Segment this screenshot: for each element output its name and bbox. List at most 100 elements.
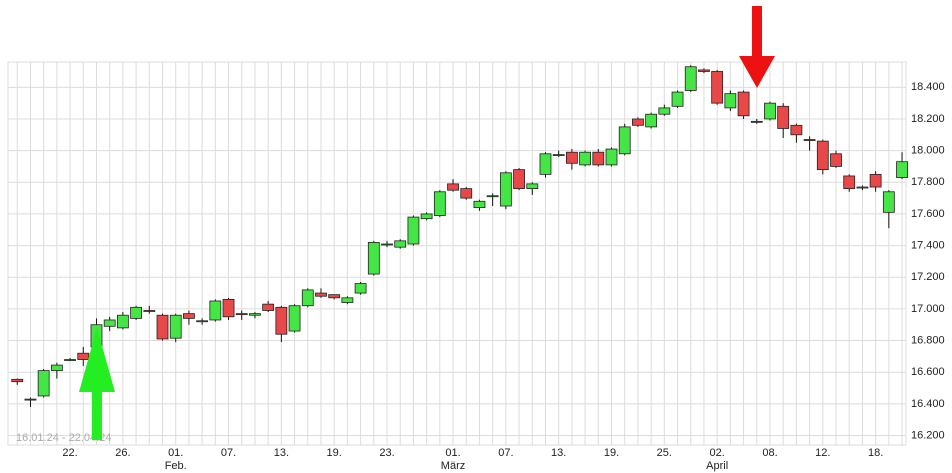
candle-body [130,306,142,319]
candle-body [367,242,380,275]
candle-body [341,297,354,303]
candle-body [328,294,341,299]
candle-body [196,320,209,323]
x-tick-label: 07. [498,447,513,459]
y-tick-label: 17.400 [911,239,945,251]
candle-body [249,313,261,316]
y-tick-label: 18.400 [911,81,945,93]
candle-body [37,370,50,397]
x-tick-label: 01. [445,447,460,459]
candle-body [420,213,433,220]
arrow-head [79,328,115,392]
x-tick-label: 02. [710,447,725,459]
candle-body [288,305,301,332]
x-tick-label: 08. [762,447,777,459]
candle-body [222,298,235,318]
y-tick-label: 17.600 [911,208,945,220]
candle-body [460,188,473,199]
candle-body [499,172,512,207]
candle-body [803,139,816,141]
candle-body [394,240,407,248]
x-tick-label: 13. [274,447,289,459]
candle-body [632,118,644,126]
candle-body [526,183,539,190]
candle-body [169,314,182,339]
candle-body [816,140,829,171]
y-tick-label: 16.400 [911,398,945,410]
x-tick-label: 23. [379,447,394,459]
candle-body [539,153,552,175]
x-tick-label: 18. [868,447,883,459]
candle-body [869,173,882,188]
candle-body [724,93,737,109]
candle-body [143,310,156,312]
up-arrow [79,328,115,440]
candle-body [156,314,169,340]
candle-body [830,153,842,167]
candle-body [671,91,684,107]
y-tick-label: 16.200 [911,429,945,441]
candle-body [750,120,763,123]
candle-body [447,183,459,191]
candle-body [24,398,37,401]
month-label: Feb. [165,460,187,472]
candle-body [513,169,525,190]
candle-body [301,289,314,307]
y-tick-label: 17.800 [911,176,945,188]
candle-body [64,359,76,361]
candle-body [486,195,499,198]
y-tick-label: 16.800 [911,334,945,346]
candle-body [882,191,895,213]
x-tick-label: 12. [815,447,830,459]
candle-body [209,300,222,321]
candle-body [275,306,288,335]
candle-body [856,186,869,189]
x-tick-label: 25. [657,447,672,459]
candle-body [183,313,195,319]
x-tick-label: 26. [115,447,130,459]
candle-body [658,107,671,115]
candle-body [116,314,129,329]
candle-body [354,283,367,294]
candle-body [605,148,618,166]
candle-body [407,216,420,245]
x-tick-label: 19. [604,447,619,459]
candle-body [77,352,90,360]
candle-body [552,154,565,156]
candle-body [711,71,724,104]
candle-body [50,364,63,372]
candle-body [315,292,327,297]
range-label: 16.01.24 - 22.04.24 [16,432,111,444]
arrow-shaft [92,385,102,440]
candle-body [698,69,710,72]
y-tick-label: 17.000 [911,303,945,315]
month-label: März [441,460,465,472]
candle-body [235,313,248,316]
candle-body [790,124,803,136]
x-tick-label: 01. [168,447,183,459]
candle-body [843,175,856,190]
candle-body [645,113,658,128]
candle-body [103,319,116,327]
x-tick-label: 22. [62,447,77,459]
x-tick-label: 07. [221,447,236,459]
candle-body [764,102,776,120]
y-tick-label: 16.600 [911,366,945,378]
candle-body [777,105,790,129]
candle-body [579,151,591,166]
arrow-shaft [752,6,762,58]
y-tick-label: 17.200 [911,271,945,283]
y-tick-label: 18.200 [911,113,945,125]
x-tick-label: 13. [551,447,566,459]
candle-body [11,378,24,383]
candle-body [433,191,446,216]
y-tick-label: 18.000 [911,145,945,157]
candle-body [737,91,750,117]
arrow-head [739,56,775,88]
month-label: April [706,460,728,472]
candle-body [565,151,578,164]
candle-body [262,303,275,311]
candle-body [684,66,697,91]
down-arrow [739,6,775,88]
